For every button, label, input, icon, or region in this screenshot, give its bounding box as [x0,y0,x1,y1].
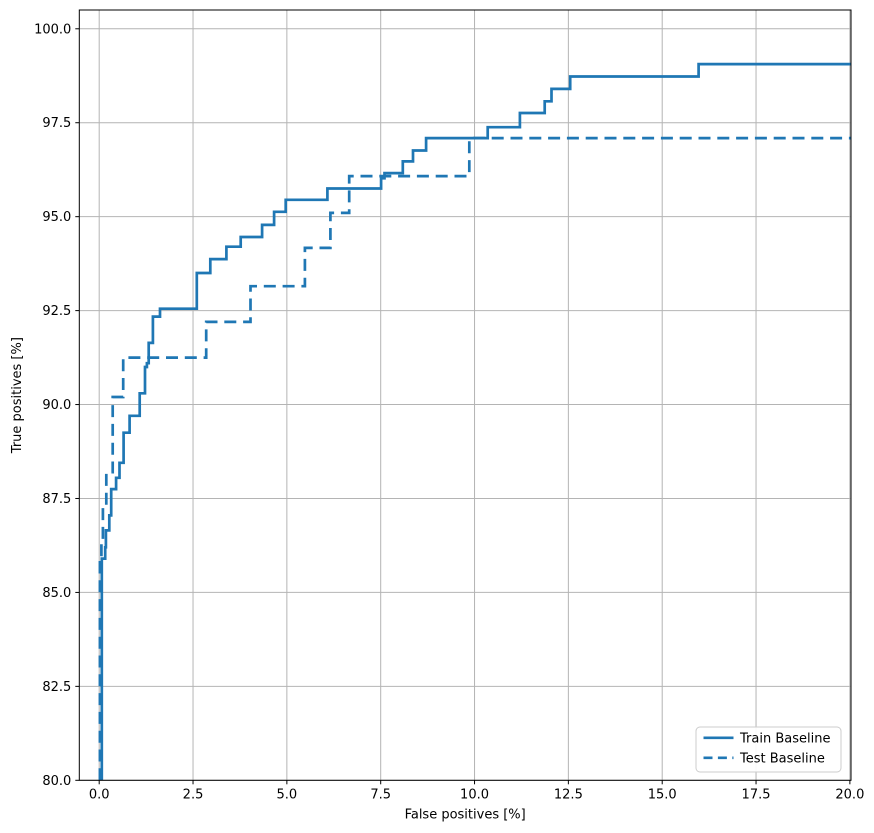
legend: Train Baseline Test Baseline [695,726,842,773]
x-tick-label: 5.0 [277,787,298,802]
grid-lines [79,10,851,781]
x-tick-label: 10.0 [460,787,489,802]
y-tick-label: 90.0 [42,398,71,413]
y-tick-label: 80.0 [42,774,71,789]
y-tick-label: 82.5 [42,680,71,695]
x-tick-label: 15.0 [648,787,677,802]
y-tick-label: 95.0 [42,210,71,225]
legend-label: Test Baseline [739,751,825,766]
y-tick-label: 100.0 [34,22,71,37]
x-tick-label: 12.5 [554,787,583,802]
x-tick-label: 0.0 [89,787,110,802]
y-tick-label: 85.0 [42,586,71,601]
x-tick-label: 7.5 [370,787,391,802]
y-axis-label: True positives [%] [10,337,25,454]
x-tick-label: 17.5 [742,787,771,802]
x-tick-label: 20.0 [835,787,864,802]
series-line-test-baseline [98,136,851,781]
y-tick-label: 87.5 [42,492,71,507]
axes-spines [78,9,852,781]
tick-marks [75,28,851,785]
x-axis-label: False positives [%] [405,807,526,822]
series-line-train-baseline [100,62,851,781]
x-tick-label: 2.5 [183,787,204,802]
y-tick-label: 97.5 [42,116,71,131]
legend-label: Train Baseline [739,731,830,746]
y-tick-label: 92.5 [42,304,71,319]
